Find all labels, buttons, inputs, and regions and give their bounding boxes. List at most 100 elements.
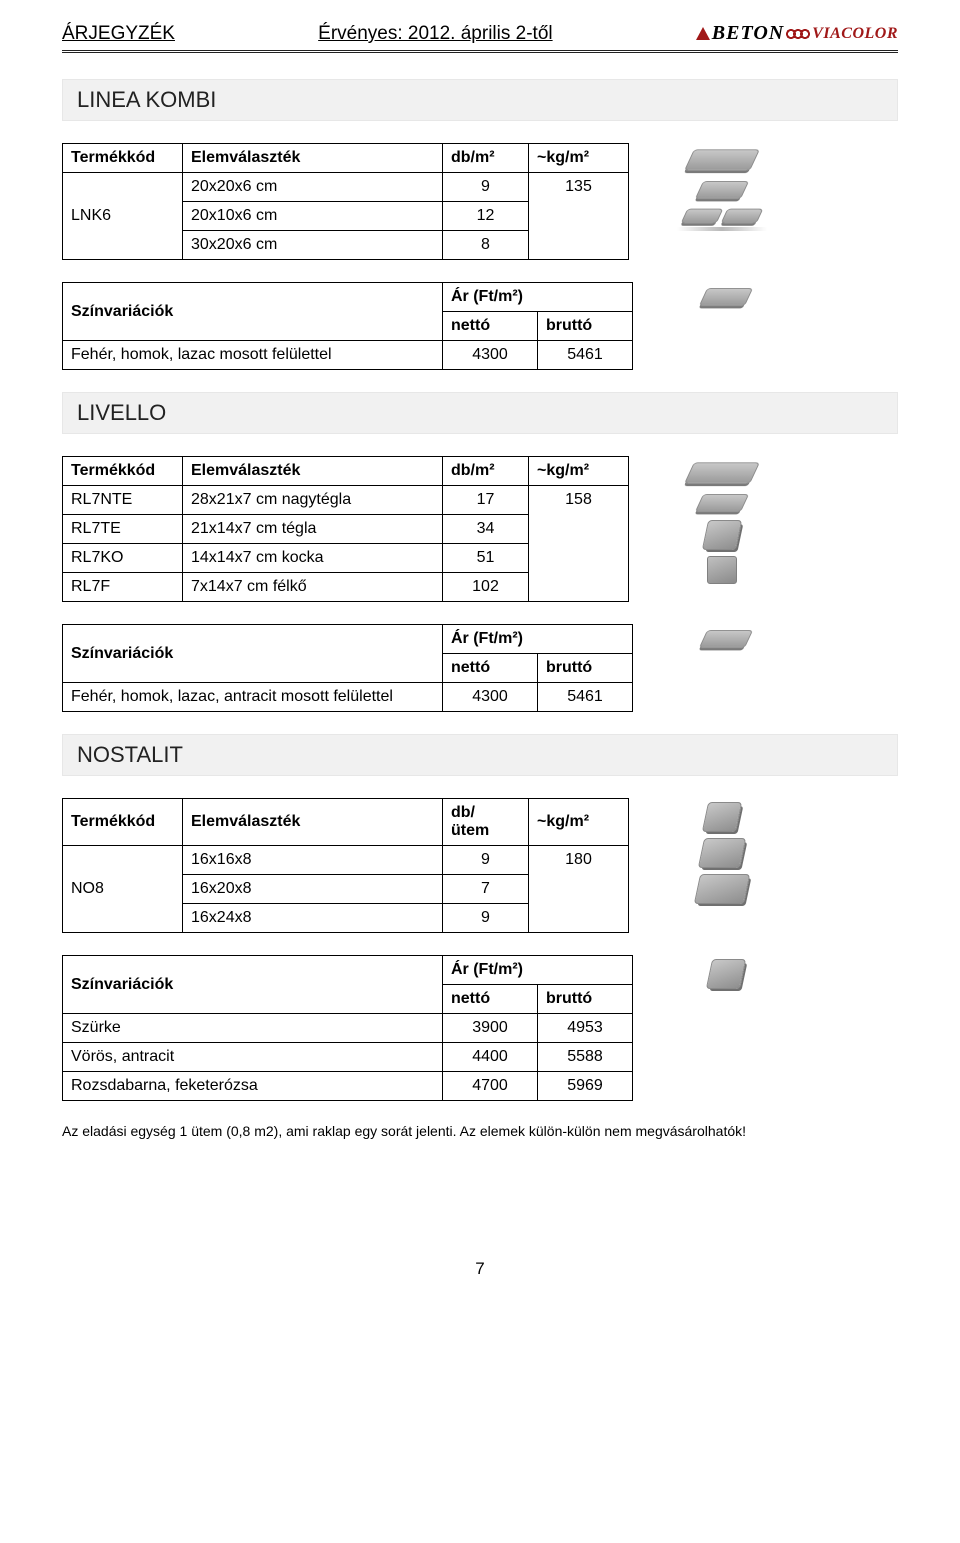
header-center: Érvényes: 2012. április 2-től: [318, 23, 552, 45]
col-kg: ~kg/m²: [529, 144, 629, 173]
cell-netto: 4700: [443, 1072, 538, 1101]
cell-elem: 14x14x7 cm kocka: [183, 544, 443, 573]
col-kg: ~kg/m²: [529, 457, 629, 486]
half-paver-icon: [707, 556, 737, 584]
cell-elem: 21x14x7 cm tégla: [183, 515, 443, 544]
chain-icon: [786, 27, 810, 41]
cell-netto: 4400: [443, 1043, 538, 1072]
cell-kg: 158: [529, 486, 629, 602]
paver-icon: [681, 209, 724, 224]
paver-icon: [699, 630, 753, 648]
cube-icon: [698, 838, 746, 868]
cell-brutto: 4953: [538, 1014, 633, 1043]
nostalit-product-table: Termékkód Elemválaszték db/ ütem ~kg/m² …: [62, 798, 629, 933]
header-rule: [62, 50, 898, 53]
livello-product-table: Termékkód Elemválaszték db/m² ~kg/m² RL7…: [62, 456, 629, 602]
cell-db: 7: [443, 875, 529, 904]
logo-beton: BETON: [696, 22, 784, 45]
cube-icon: [694, 874, 750, 904]
linea-kombi-color-icons: [651, 282, 801, 308]
col-var: Színvariációk: [63, 283, 443, 341]
cell-code: NO8: [63, 846, 183, 933]
page-header: ÁRJEGYZÉK Érvényes: 2012. április 2-től …: [62, 22, 898, 47]
cell-netto: 4300: [443, 341, 538, 370]
cell-var: Fehér, homok, lazac mosott felülettel: [63, 341, 443, 370]
col-code: Termékkód: [63, 144, 183, 173]
linea-kombi-icons: [647, 143, 797, 231]
cell-code: LNK6: [63, 173, 183, 260]
cell-elem: 7x14x7 cm félkő: [183, 573, 443, 602]
cell-var: Szürke: [63, 1014, 443, 1043]
col-ar: Ár (Ft/m²): [443, 625, 633, 654]
logo-beton-text: BETON: [712, 22, 784, 45]
paver-icon: [695, 494, 749, 512]
page-number: 7: [62, 1259, 898, 1309]
section-title-livello: LIVELLO: [62, 392, 898, 434]
cell-db: 9: [443, 173, 529, 202]
cell-elem: 16x20x8: [183, 875, 443, 904]
col-netto: nettó: [443, 312, 538, 341]
nostalit-color-icons: [651, 955, 801, 989]
cell-brutto: 5461: [538, 341, 633, 370]
paver-icon: [721, 209, 764, 224]
col-netto: nettó: [443, 654, 538, 683]
cell-netto: 3900: [443, 1014, 538, 1043]
col-dbm-l1: db/: [451, 804, 475, 821]
col-dbm-l2: ütem: [451, 822, 489, 839]
cell-elem: 28x21x7 cm nagytégla: [183, 486, 443, 515]
header-logos: BETON VIACOLOR: [696, 22, 898, 45]
cell-elem: 20x20x6 cm: [183, 173, 443, 202]
col-kg: ~kg/m²: [529, 799, 629, 846]
header-left: ÁRJEGYZÉK: [62, 23, 175, 45]
cell-db: 8: [443, 231, 529, 260]
cell-var: Vörös, antracit: [63, 1043, 443, 1072]
cell-db: 17: [443, 486, 529, 515]
shadow-icon: [677, 227, 767, 231]
cell-db: 34: [443, 515, 529, 544]
cell-kg: 135: [529, 173, 629, 260]
cell-db: 51: [443, 544, 529, 573]
col-ar: Ár (Ft/m²): [443, 956, 633, 985]
section-title-linea-kombi: LINEA KOMBI: [62, 79, 898, 121]
cell-brutto: 5588: [538, 1043, 633, 1072]
cell-elem: 20x10x6 cm: [183, 202, 443, 231]
cell-brutto: 5969: [538, 1072, 633, 1101]
livello-icons: [647, 456, 797, 584]
section-title-nostalit: NOSTALIT: [62, 734, 898, 776]
paver-icon: [684, 149, 760, 170]
col-var: Színvariációk: [63, 956, 443, 1014]
cell-var: Rozsdabarna, feketerózsa: [63, 1072, 443, 1101]
linea-kombi-product-table: Termékkód Elemválaszték db/m² ~kg/m² LNK…: [62, 143, 629, 260]
cell-db: 9: [443, 846, 529, 875]
cell-elem: 16x16x8: [183, 846, 443, 875]
logo-viacolor-text: VIACOLOR: [812, 25, 898, 43]
col-dbm: db/ ütem: [443, 799, 529, 846]
col-dbm: db/m²: [443, 457, 529, 486]
col-elem: Elemválaszték: [183, 457, 443, 486]
nostalit-color-table: Színvariációk Ár (Ft/m²) nettó bruttó Sz…: [62, 955, 633, 1101]
paver-icon: [699, 288, 753, 306]
cell-db: 12: [443, 202, 529, 231]
cell-elem: 16x24x8: [183, 904, 443, 933]
col-code: Termékkód: [63, 457, 183, 486]
col-brutto: bruttó: [538, 654, 633, 683]
livello-color-table: Színvariációk Ár (Ft/m²) nettó bruttó Fe…: [62, 624, 633, 712]
col-brutto: bruttó: [538, 312, 633, 341]
livello-color-icons: [651, 624, 801, 650]
cell-code: RL7KO: [63, 544, 183, 573]
cube-icon: [706, 959, 746, 989]
cell-code: RL7F: [63, 573, 183, 602]
paver-icon: [695, 181, 749, 199]
cell-elem: 30x20x6 cm: [183, 231, 443, 260]
cube-icon: [702, 802, 742, 832]
cell-code: RL7TE: [63, 515, 183, 544]
cell-netto: 4300: [443, 683, 538, 712]
cell-brutto: 5461: [538, 683, 633, 712]
cell-kg: 180: [529, 846, 629, 933]
col-brutto: bruttó: [538, 985, 633, 1014]
col-var: Színvariációk: [63, 625, 443, 683]
col-elem: Elemválaszték: [183, 144, 443, 173]
cell-var: Fehér, homok, lazac, antracit mosott fel…: [63, 683, 443, 712]
cell-code: RL7NTE: [63, 486, 183, 515]
col-ar: Ár (Ft/m²): [443, 283, 633, 312]
